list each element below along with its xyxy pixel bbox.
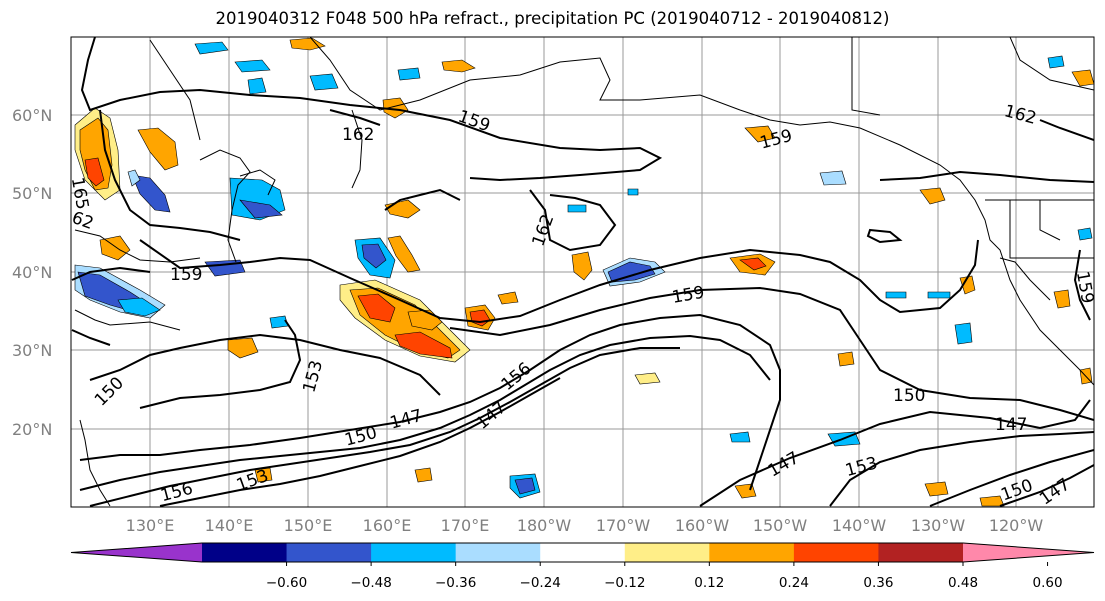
lat-label: 20°N bbox=[12, 420, 52, 439]
colorbar-segment bbox=[793, 543, 879, 562]
colorbar-extend-low bbox=[71, 543, 202, 562]
lon-label: 120°W bbox=[989, 516, 1044, 535]
colorbar-extend-high bbox=[963, 543, 1094, 562]
contour-label: 165 bbox=[67, 176, 92, 211]
contour-label: 147 bbox=[995, 415, 1027, 435]
colorbar-segment bbox=[202, 543, 288, 562]
colorbar-ticks: −0.60 −0.48 −0.36 −0.24 −0.12 0.12 0.24 0.36 0.4… bbox=[266, 562, 1063, 591]
lon-label: 160°W bbox=[675, 516, 730, 535]
contour-label: 162 bbox=[342, 125, 374, 145]
plot-frame bbox=[70, 36, 1095, 508]
contour-label: 159 bbox=[170, 265, 202, 285]
longitude-labels: 130°E 140°E 150°E 160°E 170°E 180°W 170°… bbox=[126, 516, 1044, 535]
colorbar-tick-label: 0.48 bbox=[948, 575, 978, 591]
colorbar-tick-label: 0.12 bbox=[694, 575, 724, 591]
lon-label: 170°W bbox=[596, 516, 651, 535]
lon-label: 140°E bbox=[205, 516, 254, 535]
colorbar-tick-label: −0.12 bbox=[604, 575, 645, 591]
colorbar-tick-label: 0.36 bbox=[863, 575, 893, 591]
contour-label: 150 bbox=[893, 386, 925, 406]
colorbar-outline bbox=[70, 542, 1095, 563]
refractivity-contours bbox=[71, 37, 1094, 507]
colorbar-tick-label: 0.24 bbox=[779, 575, 809, 591]
lon-label: 160°E bbox=[363, 516, 412, 535]
precip-positive-shading bbox=[74, 37, 1094, 507]
lon-label: 140°W bbox=[832, 516, 887, 535]
lat-label: 60°N bbox=[12, 106, 52, 125]
lon-label: 150°W bbox=[753, 516, 808, 535]
colorbar-tick-label: −0.48 bbox=[350, 575, 391, 591]
colorbar-segment bbox=[286, 543, 372, 562]
lon-label: 130°E bbox=[126, 516, 175, 535]
lat-label: 30°N bbox=[12, 341, 52, 360]
lon-label: 180°W bbox=[517, 516, 572, 535]
colorbar-tick-label: −0.60 bbox=[266, 575, 307, 591]
colorbar-segment bbox=[455, 543, 541, 562]
map-title: 2019040312 F048 500 hPa refract., precip… bbox=[215, 9, 890, 28]
coastlines bbox=[74, 37, 1094, 507]
lat-label: 50°N bbox=[12, 184, 52, 203]
colorbar-segment bbox=[540, 543, 626, 562]
lat-label: 40°N bbox=[12, 263, 52, 282]
contour-label: 159 bbox=[1072, 270, 1097, 305]
lon-label: 170°E bbox=[441, 516, 490, 535]
colorbar bbox=[70, 542, 1095, 563]
colorbar-segment bbox=[624, 543, 710, 562]
colorbar-segment bbox=[709, 543, 795, 562]
colorbar-tick-label: 0.60 bbox=[1033, 575, 1063, 591]
lon-label: 150°E bbox=[284, 516, 333, 535]
colorbar-tick-label: −0.36 bbox=[435, 575, 476, 591]
lon-label: 130°W bbox=[911, 516, 966, 535]
latitude-labels: 60°N 50°N 40°N 30°N 20°N bbox=[12, 106, 52, 439]
colorbar-tick-label: −0.24 bbox=[520, 575, 561, 591]
colorbar-segment bbox=[878, 543, 964, 562]
colorbar-segment bbox=[371, 543, 457, 562]
